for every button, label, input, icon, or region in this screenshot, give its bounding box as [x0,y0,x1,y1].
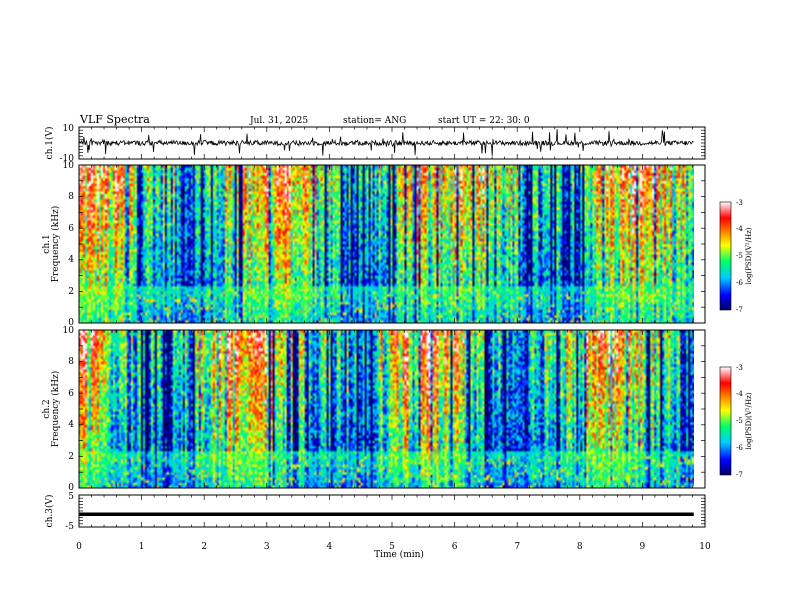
ch1-waveform-panel: 10 -10 ch.1(V) [44,124,706,164]
ch2-spec-ytick-0: 0 [68,483,74,493]
x-tick-label-0: 0 [76,542,82,552]
x-tick-label-5: 5 [389,542,395,552]
ch1-spec-ylabel: Frequency (kHz) [50,206,61,283]
ch2-cbar-tick-3: -3 [736,364,743,372]
ch3-ylabel: ch.3(V) [44,495,55,528]
x-axis-label: Time (min) [374,549,424,560]
ch1-spec-yticks: 0 2 4 6 8 10 [63,161,75,328]
x-tick-label-7: 7 [514,542,520,552]
ch2-spec-ytick-4: 4 [68,420,74,430]
ch1-spec-channel-label: ch.1 [42,234,52,253]
ch1-cbar-tick-5: -5 [736,252,743,260]
ch2-cbar-tick-7: -7 [736,471,743,479]
ch2-spectrogram-image [79,330,694,488]
ch2-spectrogram-panel: 0 2 4 6 8 10 ch.2 Frequency (kHz) -3 -4 … [42,326,753,493]
ch1-cbar-label: log(PSD)(V²/Hz) [745,227,753,284]
ch1-ytick-top: 10 [63,124,75,134]
figure-title: VLF Spectra [79,113,150,126]
date-label: Jul. 31, 2025 [249,116,308,126]
ch3-ytick-top: 5 [68,492,74,502]
x-tick-label-2: 2 [201,542,207,552]
ch3-waveform-panel: 5 -5 ch.3(V) [44,492,706,532]
ch1-colorbar [719,201,732,311]
start-time-label: start UT = 22: 30: 0 [438,116,530,126]
x-tick-label-1: 1 [139,542,145,552]
ch2-spec-channel-label: ch.2 [42,399,52,418]
ch1-spectrogram-panel: 0 2 4 6 8 10 ch.1 Frequency (kHz) -3 -4 … [42,161,753,328]
ch2-spec-ytick-2: 2 [68,452,74,462]
ch2-cbar-label: log(PSD)(V²/Hz) [745,392,753,449]
ch2-spec-ylabel: Frequency (kHz) [50,371,61,448]
ch2-cbar-tick-4: -4 [736,390,743,398]
spectrogram-raster [79,330,694,488]
ch2-cbar-tick-6: -6 [736,444,743,452]
ch2-cbar-tick-5: -5 [736,417,743,425]
ch2-spec-yticks: 0 2 4 6 8 10 [63,326,75,493]
spectrogram-raster [79,165,694,323]
ch1-spec-ytick-6: 6 [68,224,74,234]
ch1-cbar-tick-7: -7 [736,306,743,314]
ch3-ytick-bottom: -5 [65,522,74,532]
ch1-spec-ytick-4: 4 [68,255,74,265]
x-tick-label-9: 9 [640,542,646,552]
ch1-waveform-line [78,129,694,156]
x-tick-label-4: 4 [327,542,333,552]
ch1-spectrogram-image [79,165,694,323]
x-tick-label-6: 6 [452,542,458,552]
x-tick-labels: 0 1 2 3 4 5 6 7 8 9 10 [76,542,711,552]
ch2-colorbar [719,366,732,476]
x-tick-label-8: 8 [577,542,583,552]
ch2-spec-ytick-8: 8 [68,357,74,367]
ch1-spec-ytick-8: 8 [68,192,74,202]
ch1-trace [78,129,694,156]
ch1-spec-ytick-2: 2 [68,287,74,297]
ch1-cbar-tick-3: -3 [736,199,743,207]
ch1-ytick-bottom: -10 [60,154,75,164]
ch1-spec-ytick-10: 10 [63,161,75,171]
ch2-spec-ytick-10: 10 [63,326,75,336]
ch1-ylabel: ch.1(V) [44,127,55,160]
ch2-spec-ytick-6: 6 [68,389,74,399]
ch1-cbar-tick-4: -4 [736,225,743,233]
station-label: station= ANG [343,116,406,126]
x-tick-label-3: 3 [264,542,270,552]
x-tick-marks [78,126,706,528]
ch1-cbar-tick-6: -6 [736,279,743,287]
ch1-spec-ytick-0: 0 [68,318,74,328]
x-tick-label-10: 10 [699,542,711,552]
